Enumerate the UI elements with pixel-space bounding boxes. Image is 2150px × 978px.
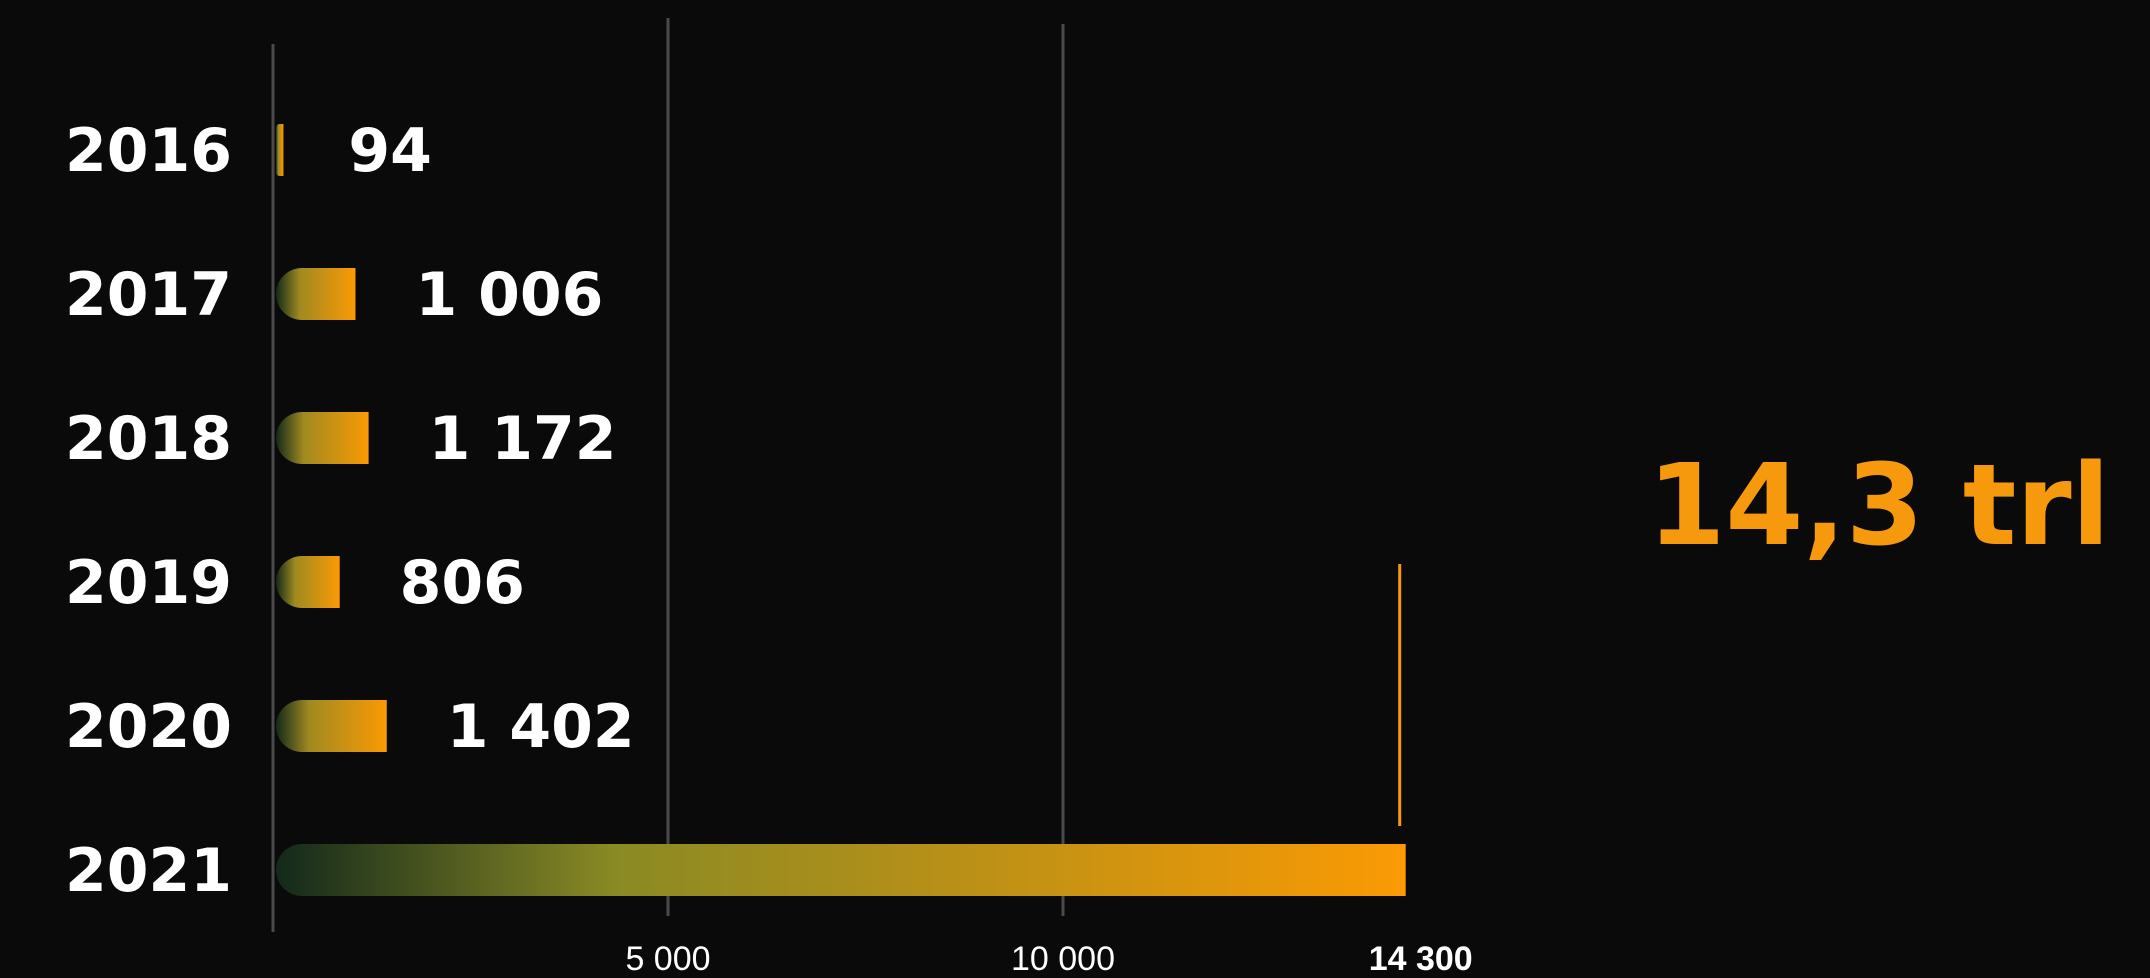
bar-2016 (276, 124, 284, 176)
category-label-2016: 2016 (65, 116, 232, 186)
bars (276, 124, 1406, 896)
value-label-2018: 1 172 (429, 404, 617, 474)
bar-2017 (276, 268, 356, 320)
category-label-2021: 2021 (65, 836, 232, 906)
bar-2018 (276, 412, 369, 464)
bar-2019 (276, 556, 340, 608)
x-tick-label-0: 5 000 (625, 940, 710, 978)
value-label-2016: 94 (348, 116, 432, 186)
category-label-2020: 2020 (65, 692, 232, 762)
callout: 14,3 trl (1398, 441, 2111, 826)
value-label-2017: 1 006 (415, 260, 603, 330)
gridlines (271, 18, 1065, 932)
value-label-2020: 1 402 (447, 692, 635, 762)
x-tick-label-1: 10 000 (1011, 940, 1115, 978)
callout-label: 14,3 trl (1648, 441, 2111, 571)
bar-2020 (276, 700, 387, 752)
category-label-2017: 2017 (65, 260, 232, 330)
category-label-2019: 2019 (65, 548, 232, 618)
x-tick-label-2: 14 300 (1369, 940, 1473, 978)
value-label-2019: 806 (400, 548, 525, 618)
category-label-2018: 2018 (65, 404, 232, 474)
labels: 5 000 10 000 14 300 2016 94 2017 1 006 2018 1 17… (65, 116, 1473, 978)
bar-2021 (276, 844, 1406, 896)
